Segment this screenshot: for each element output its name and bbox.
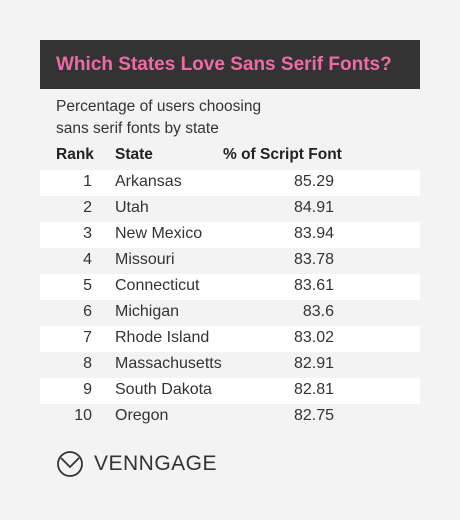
rank-cell: 5 [83,277,92,294]
rank-cell: 2 [83,199,92,216]
state-cell: Utah [115,199,149,216]
subtitle-line-1: Percentage of users choosing [56,98,262,115]
state-cell: Missouri [115,251,175,268]
column-header-rank: Rank [56,146,94,163]
table-row: 6 Michigan 83.6 [40,300,420,326]
value-cell: 83.78 [293,251,334,268]
table-row: 8 Massachusetts 82.91 [40,352,420,378]
rank-cell: 8 [83,355,92,372]
state-cell: Oregon [115,407,169,424]
value-cell: 84.91 [293,199,334,216]
state-cell: Connecticut [115,277,200,294]
table-body: 1 Arkansas 85.29 2 Utah 84.91 3 New Mexico 83.94… [40,170,420,430]
value-cell: 83.02 [293,329,334,346]
venngage-logo-icon [57,451,83,477]
rank-cell: 3 [83,225,92,242]
value-cell: 82.91 [293,355,334,372]
column-header-state: State [115,146,153,163]
column-header-value: % of Script Font [223,146,342,163]
venngage-logo: VENNGAGE [56,450,217,478]
table-header: Rank State % of Script Font [40,146,420,168]
value-cell: 82.75 [293,407,334,424]
table-row: 10 Oregon 82.75 [40,404,420,430]
subtitle-line-2: sans serif fonts by state [56,120,219,137]
value-cell: 83.61 [293,277,334,294]
rank-cell: 7 [83,329,92,346]
title-banner: Which States Love Sans Serif Fonts? [40,40,420,89]
value-cell: 82.81 [293,381,334,398]
table-row: 7 Rhode Island 83.02 [40,326,420,352]
state-cell: Rhode Island [115,329,210,346]
rank-cell: 6 [83,303,92,320]
state-cell: Michigan [115,303,180,320]
value-cell: 83.94 [293,225,334,242]
table-row: 4 Missouri 83.78 [40,248,420,274]
chart-title: Which States Love Sans Serif Fonts? [56,53,392,75]
table-row: 1 Arkansas 85.29 [40,170,420,196]
chart-subtitle: Percentage of users choosing sans serif … [56,96,356,140]
table-row: 9 South Dakota 82.81 [40,378,420,404]
state-cell: New Mexico [115,225,203,242]
rank-cell: 10 [74,407,92,424]
rank-cell: 1 [83,173,92,190]
rank-cell: 9 [83,381,92,398]
table-row: 2 Utah 84.91 [40,196,420,222]
value-cell: 83.6 [302,303,334,320]
table-row: 3 New Mexico 83.94 [40,222,420,248]
state-cell: South Dakota [115,381,212,398]
table-row: 5 Connecticut 83.61 [40,274,420,300]
rank-cell: 4 [83,251,92,268]
value-cell: 85.29 [293,173,334,190]
state-cell: Arkansas [115,173,182,190]
state-cell: Massachusetts [115,355,222,372]
logo-text: VENNGAGE [94,452,218,475]
